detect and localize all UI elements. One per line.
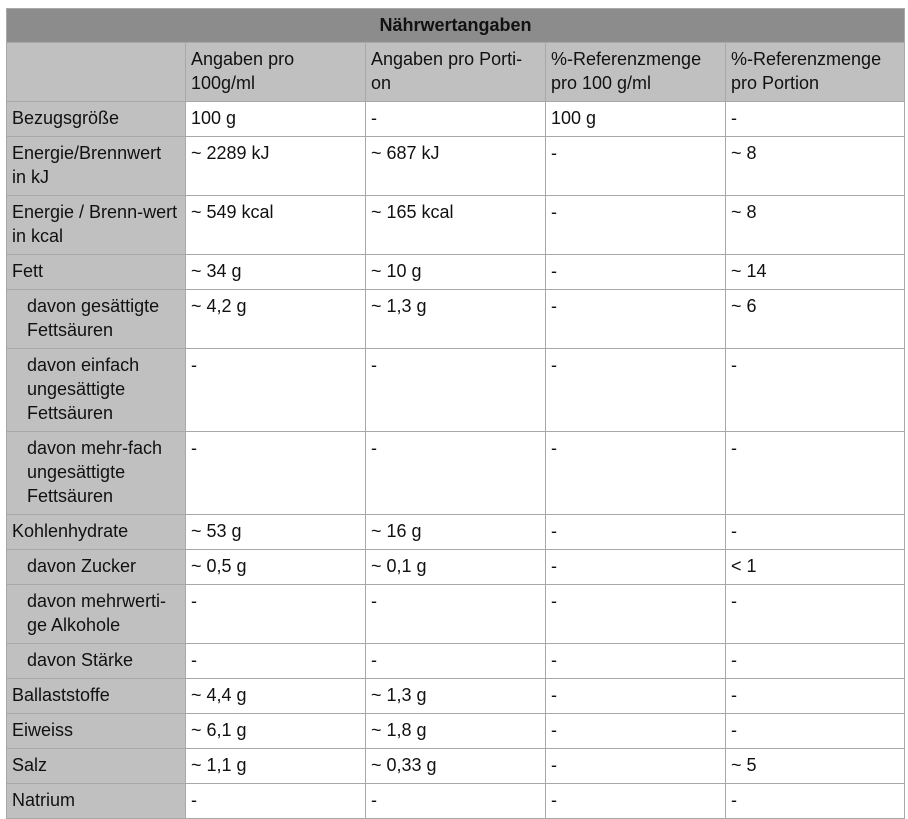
table-cell: ~ 1,3 g <box>365 678 546 714</box>
table-row: davon gesättigte Fettsäuren ~ 4,2 g ~ 1,3 … <box>6 289 905 349</box>
table-row: Ballaststoffe ~ 4,4 g ~ 1,3 g-- <box>6 678 905 714</box>
table-cell: ~ 6,1 g <box>185 713 366 749</box>
table-cell: ~ 4,4 g <box>185 678 366 714</box>
table-cell: - <box>545 254 726 290</box>
table-cell: - <box>545 783 726 819</box>
column-header: Angaben pro Porti-on <box>365 42 546 102</box>
table-cell: - <box>725 348 905 432</box>
table-cell: - <box>725 678 905 714</box>
table-row: davon mehr-fach ungesättigte Fettsäuren -… <box>6 431 905 515</box>
table-cell: - <box>185 431 366 515</box>
table-cell: - <box>545 549 726 585</box>
table-cell: ~ 549 kcal <box>185 195 366 255</box>
table-cell: < 1 <box>725 549 905 585</box>
table-row: Salz ~ 1,1 g ~ 0,33 g - ~ 5 <box>6 748 905 784</box>
row-label: davon einfach ungesättigte Fettsäuren <box>6 348 186 432</box>
table-cell: - <box>365 783 546 819</box>
column-header <box>6 42 186 102</box>
row-label: Fett <box>6 254 186 290</box>
table-cell: - <box>545 348 726 432</box>
table-cell: ~ 6 <box>725 289 905 349</box>
row-label: Ballaststoffe <box>6 678 186 714</box>
table-title: Nährwertangaben <box>6 8 905 43</box>
row-label: davon mehr-fach ungesättigte Fettsäuren <box>6 431 186 515</box>
table-cell: - <box>185 643 366 679</box>
table-cell: - <box>545 748 726 784</box>
table-row: davon Stärke - - - - <box>6 643 905 679</box>
table-cell: - <box>365 348 546 432</box>
table-cell: - <box>365 101 546 137</box>
table-cell: ~ 687 kJ <box>365 136 546 196</box>
table-cell: - <box>185 348 366 432</box>
table-cell: ~ 4,2 g <box>185 289 366 349</box>
table-row: davon einfach ungesättigte Fettsäuren - - -… <box>6 348 905 432</box>
column-header: %-Referenzmenge pro Portion <box>725 42 905 102</box>
table-cell: 100 g <box>185 101 366 137</box>
table-cell: - <box>725 584 905 644</box>
row-label: Bezugsgröße <box>6 101 186 137</box>
table-cell: ~ 53 g <box>185 514 366 550</box>
table-cell: ~ 5 <box>725 748 905 784</box>
table-cell: - <box>725 643 905 679</box>
column-header: Angaben pro 100g/ml <box>185 42 366 102</box>
table-cell: - <box>545 514 726 550</box>
table-cell: - <box>725 713 905 749</box>
table-cell: - <box>725 783 905 819</box>
table-cell: ~ 0,5 g <box>185 549 366 585</box>
table-cell: - <box>185 783 366 819</box>
table-cell: 100 g <box>545 101 726 137</box>
table-cell: ~ 14 <box>725 254 905 290</box>
row-label: davon Zucker <box>6 549 186 585</box>
table-cell: - <box>545 643 726 679</box>
row-label: davon mehrwerti-ge Alkohole <box>6 584 186 644</box>
table-row: Energie / Brenn-wert in kcal ~ 549 kcal ~ … <box>6 195 905 255</box>
nutrition-table: Nährwertangaben Angaben pro 100g/ml Angab… <box>6 8 905 819</box>
table-cell: - <box>725 101 905 137</box>
table-cell: ~ 1,1 g <box>185 748 366 784</box>
table-row: Energie/Brennwert in kJ ~ 2289 kJ ~ 687 kJ… <box>6 136 905 196</box>
row-label: Energie/Brennwert in kJ <box>6 136 186 196</box>
row-label: Natrium <box>6 783 186 819</box>
table-cell: - <box>545 431 726 515</box>
column-header: %-Referenzmenge pro 100 g/ml <box>545 42 726 102</box>
table-cell: ~ 10 g <box>365 254 546 290</box>
table-row: davon mehrwerti-ge Alkohole - - - - <box>6 584 905 644</box>
table-cell: ~ 8 <box>725 195 905 255</box>
table-row: Kohlenhydrate ~ 53 g ~ 16 g-- <box>6 514 905 550</box>
table-cell: ~ 2289 kJ <box>185 136 366 196</box>
table-cell: - <box>725 514 905 550</box>
table-row: Eiweiss ~ 6,1 g ~ 1,8 g-- <box>6 713 905 749</box>
row-label: Eiweiss <box>6 713 186 749</box>
table-cell: ~ 1,3 g <box>365 289 546 349</box>
row-label: Energie / Brenn-wert in kcal <box>6 195 186 255</box>
row-label: Salz <box>6 748 186 784</box>
table-cell: ~ 34 g <box>185 254 366 290</box>
table-cell: - <box>365 643 546 679</box>
table-cell: - <box>545 584 726 644</box>
table-cell: ~ 1,8 g <box>365 713 546 749</box>
table-cell: - <box>545 195 726 255</box>
table-cell: - <box>365 431 546 515</box>
table-cell: - <box>545 678 726 714</box>
table-cell: ~ 165 kcal <box>365 195 546 255</box>
table-cell: ~ 0,1 g <box>365 549 546 585</box>
table-cell: - <box>545 136 726 196</box>
table-cell: ~ 0,33 g <box>365 748 546 784</box>
table-row: Fett ~ 34 g ~ 10 g - ~ 14 <box>6 254 905 290</box>
table-cell: - <box>185 584 366 644</box>
row-label: Kohlenhydrate <box>6 514 186 550</box>
table-cell: - <box>365 584 546 644</box>
row-label: davon Stärke <box>6 643 186 679</box>
row-label: davon gesättigte Fettsäuren <box>6 289 186 349</box>
table-cell: ~ 8 <box>725 136 905 196</box>
table-cell: - <box>725 431 905 515</box>
table-row: davon Zucker ~ 0,5 g ~ 0,1 g - < 1 <box>6 549 905 585</box>
table-row: Natrium - - - - <box>6 783 905 819</box>
table-cell: - <box>545 713 726 749</box>
table-cell: ~ 16 g <box>365 514 546 550</box>
table-row: Bezugsgröße 100 g -100 g- <box>6 101 905 137</box>
table-cell: - <box>545 289 726 349</box>
